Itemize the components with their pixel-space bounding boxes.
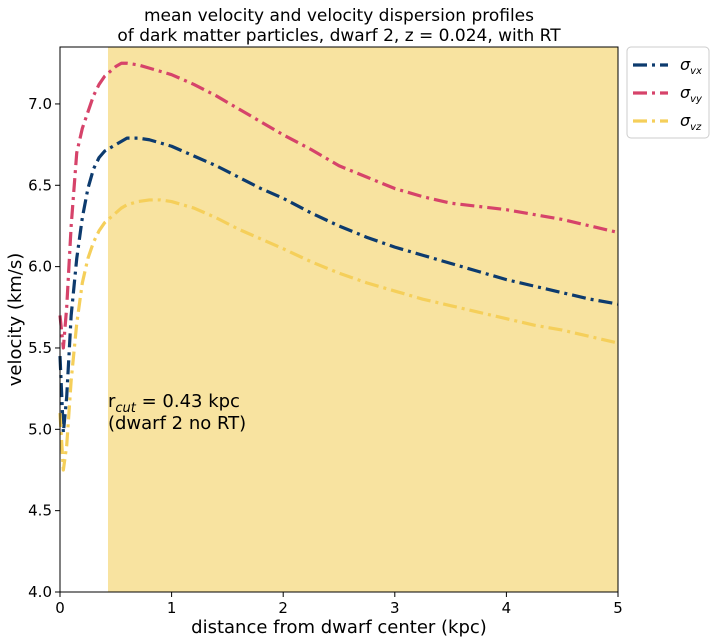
y-tick-label: 6.0 [28, 258, 52, 276]
annotation-line-1: rcut = 0.43 kpc [108, 391, 240, 416]
series-layer [58, 61, 619, 472]
series-line-vz [58, 198, 619, 472]
y-tick-label: 4.0 [28, 583, 52, 601]
axes-frame [59, 46, 619, 593]
chart-title: mean velocity and velocity dispersion pr… [117, 6, 561, 46]
shaded-region [107, 47, 618, 592]
chart-title-line-2: of dark matter particles, dwarf 2, z = 0… [117, 26, 561, 46]
x-tick-label: 1 [167, 599, 177, 617]
series-line-vy [58, 61, 619, 350]
shaded-region-layer [107, 47, 618, 592]
y-tick-label: 4.5 [28, 502, 52, 520]
y-axis-label: velocity (km/s) [5, 253, 26, 387]
y-tick-label: 7.0 [28, 95, 52, 113]
y-tick-label: 5.5 [28, 339, 52, 357]
annotation-layer: rcut = 0.43 kpc(dwarf 2 no RT) [108, 391, 246, 434]
axes-layer: 0 1 2 3 4 5 4.0 4.5 5.0 5.5 6.0 6.5 7.0 distance from… [5, 46, 623, 638]
series-line-vx [58, 136, 619, 435]
chart-title-line-1: mean velocity and velocity dispersion pr… [144, 6, 534, 26]
x-tick-label: 3 [390, 599, 400, 617]
legend-label-vz: σvz [680, 111, 702, 133]
x-tick-label: 2 [278, 599, 288, 617]
legend: σvx σvy σvz [626, 46, 710, 139]
x-tick-label: 0 [55, 599, 65, 617]
x-tick-label: 4 [502, 599, 512, 617]
x-tick-label: 5 [613, 599, 623, 617]
x-axis-label: distance from dwarf center (kpc) [191, 617, 487, 638]
legend-label-vx: σvx [680, 55, 702, 77]
legend-label-vy: σvy [680, 83, 703, 105]
y-tick-label: 5.0 [28, 420, 52, 438]
annotation-line-2: (dwarf 2 no RT) [108, 413, 246, 434]
y-tick-label: 6.5 [28, 176, 52, 194]
